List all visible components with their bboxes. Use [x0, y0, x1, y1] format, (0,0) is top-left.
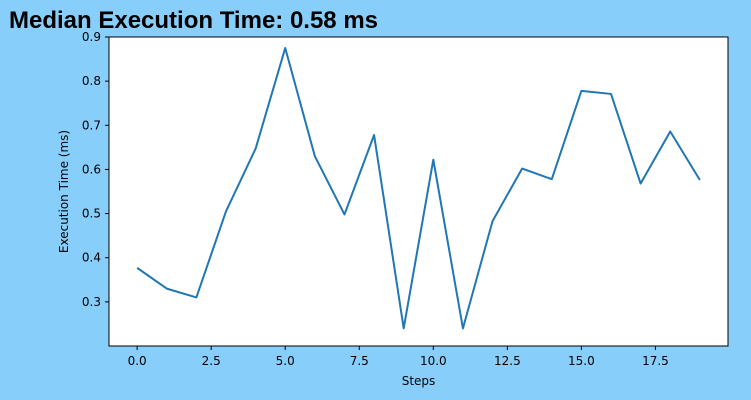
x-tick-label: 12.5 [494, 354, 521, 368]
y-tick-label: 0.9 [82, 30, 101, 44]
chart-title: Median Execution Time: 0.58 ms [9, 7, 379, 34]
x-tick-label: 0.0 [128, 354, 147, 368]
x-tick-label: 2.5 [202, 354, 221, 368]
x-axis-title: Steps [402, 374, 436, 388]
y-tick-label: 0.4 [82, 251, 101, 265]
x-axis: 0.0 2.5 5.0 7.5 10.0 12.5 15.0 17.5 [128, 346, 669, 368]
x-tick-label: 7.5 [350, 354, 369, 368]
y-tick-label: 0.7 [82, 118, 101, 132]
y-tick-label: 0.5 [82, 207, 101, 221]
x-tick-label: 5.0 [276, 354, 295, 368]
y-axis-title: Execution Time (ms) [57, 130, 71, 253]
y-tick-label: 0.3 [82, 295, 101, 309]
x-tick-label: 15.0 [568, 354, 595, 368]
x-tick-label: 17.5 [642, 354, 669, 368]
y-tick-label: 0.8 [82, 74, 101, 88]
x-tick-label: 10.0 [420, 354, 447, 368]
plot-area [108, 36, 729, 347]
y-axis: 0.3 0.4 0.5 0.6 0.7 0.8 0.9 [82, 30, 109, 309]
y-tick-label: 0.6 [82, 162, 101, 176]
series-line [136, 47, 701, 330]
